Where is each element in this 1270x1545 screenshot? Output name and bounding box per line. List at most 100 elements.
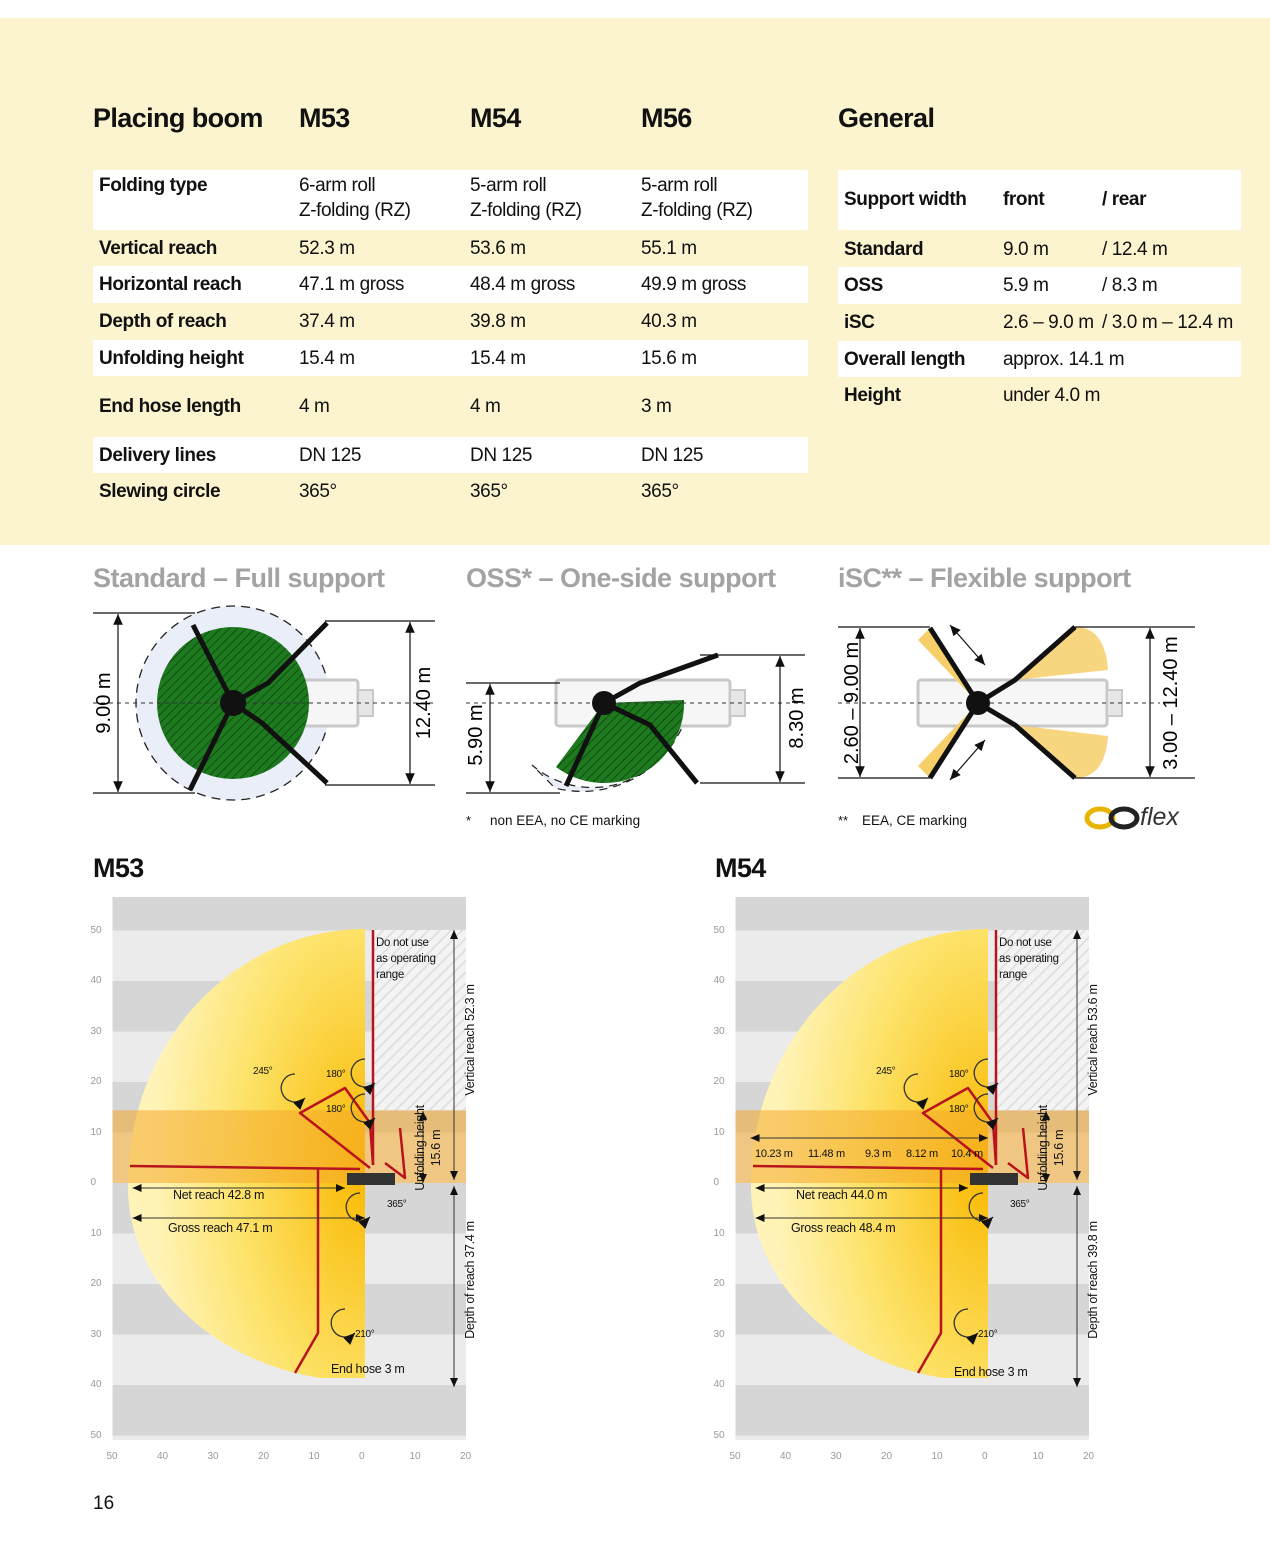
x-tick-label: 10 <box>931 1451 943 1462</box>
cell-value: 4 m <box>299 396 330 417</box>
cell-value: 365° <box>470 480 508 502</box>
net-reach-label: Net reach 42.8 m <box>173 1188 265 1202</box>
x-tick-label: 40 <box>780 1451 792 1462</box>
row-label: Standard <box>844 238 924 260</box>
x-tick-label: 10 <box>409 1451 421 1462</box>
boom <box>752 1164 984 1171</box>
band <box>735 897 1089 931</box>
cell-value: 2.6 – 9.0 m <box>1003 312 1094 333</box>
boom <box>298 1086 375 1169</box>
row-label: OSS <box>844 275 883 296</box>
working-area <box>556 700 685 784</box>
outrigger <box>927 626 981 705</box>
cell-value: 5-arm roll Z-folding (RZ) <box>470 175 582 221</box>
vertical-reach-label: Vertical reach 52.3 m <box>463 984 477 1096</box>
cell-value: 3 m <box>641 396 672 417</box>
footnote-mark: * <box>466 813 472 828</box>
table-row <box>838 170 1241 230</box>
fan-area <box>1015 725 1108 778</box>
row-label: Folding type <box>99 175 208 196</box>
table-row <box>93 170 808 230</box>
net-reach-label: Net reach 44.0 m <box>796 1188 888 1202</box>
cell-value: / 12.4 m <box>1102 238 1168 260</box>
y-tick-label: 30 <box>90 1328 102 1340</box>
angle-label: 180° <box>326 1104 346 1115</box>
x-tick-label: 20 <box>460 1451 472 1462</box>
cell-value: 15.4 m <box>470 347 526 369</box>
x-tick-label: 30 <box>207 1451 219 1462</box>
outrigger <box>190 623 236 705</box>
band <box>735 1385 1089 1436</box>
fan-area <box>918 628 978 703</box>
turret <box>220 690 246 716</box>
warning-label: Do not use as operating range <box>999 937 1059 981</box>
unfolding-height-label: Unfolding height 15.6 m <box>1036 1105 1066 1191</box>
cell-value: DN 125 <box>470 444 533 466</box>
dimension-label: 12.40 m <box>413 667 435 739</box>
cell-value: 15.6 m <box>641 347 697 369</box>
boom <box>916 1168 943 1374</box>
y-tick-label: 20 <box>713 1278 725 1289</box>
segment-label: 8.12 m <box>906 1148 938 1160</box>
dimension-label: 3.00 – 12.40 m <box>1160 636 1182 769</box>
col-header: M53 <box>299 103 350 133</box>
row-label: Unfolding height <box>99 347 244 369</box>
rotation-arrow <box>973 1093 999 1130</box>
cell-value: 48.4 m gross <box>470 274 576 295</box>
support-title: OSS* – One-side support <box>466 563 776 593</box>
unfolding-band <box>735 1110 1089 1183</box>
chart-title: M54 <box>715 853 766 883</box>
x-tick-label: 0 <box>359 1451 365 1462</box>
cell-value: 37.4 m <box>299 311 355 332</box>
x-tick-label: 20 <box>258 1451 270 1462</box>
y-tick-label: 20 <box>713 1076 725 1087</box>
footnote: non EEA, no CE marking <box>490 813 641 828</box>
row-label: Overall length <box>844 348 966 370</box>
boom <box>921 1086 998 1169</box>
y-tick-label: 10 <box>90 1227 102 1239</box>
chart-title: M53 <box>93 853 144 883</box>
flex-logo <box>1108 806 1140 830</box>
move-arrow <box>949 624 986 666</box>
angle-label: 180° <box>949 1104 969 1115</box>
rotation-arrow <box>345 1192 371 1229</box>
cell-value: under 4.0 m <box>1003 384 1100 406</box>
row-label: End hose length <box>99 396 241 417</box>
cell-value: 365° <box>641 480 679 502</box>
band <box>112 897 466 931</box>
y-tick-label: 0 <box>713 1177 720 1188</box>
cell-value: 40.3 m <box>641 311 697 332</box>
angle-label: 365° <box>1010 1199 1030 1210</box>
rotation-arrow <box>350 1058 376 1095</box>
turret <box>966 691 990 715</box>
end-hose-label: End hose 3 m <box>954 1365 1028 1379</box>
y-tick-label: 10 <box>713 1227 725 1239</box>
y-tick-label: 30 <box>713 1025 725 1037</box>
boom <box>293 1168 320 1374</box>
cell-value: 53.6 m <box>470 237 526 259</box>
angle-label: 245° <box>876 1066 896 1077</box>
outrigger <box>602 652 719 706</box>
table-row <box>93 340 808 376</box>
truck <box>347 1173 395 1185</box>
row-label: Depth of reach <box>99 311 227 332</box>
y-tick-label: 30 <box>713 1328 725 1340</box>
row-label: Slewing circle <box>99 480 221 502</box>
x-tick-label: 40 <box>157 1451 169 1462</box>
depth-of-reach-label: Depth of reach 39.8 m <box>1086 1221 1100 1339</box>
row-label: iSC <box>844 312 875 333</box>
dimension-label: 8.30 m <box>786 687 808 748</box>
outrigger <box>187 701 236 792</box>
col-header: M54 <box>470 103 521 133</box>
cell-value: 47.1 m gross <box>299 274 405 295</box>
col-header: front <box>1003 189 1045 210</box>
col-header: / rear <box>1102 189 1147 210</box>
fan-area <box>918 703 978 778</box>
rotation-arrow <box>350 1093 376 1130</box>
y-tick-label: 0 <box>90 1177 97 1188</box>
y-tick-label: 20 <box>90 1076 102 1087</box>
unfolding-band <box>112 1110 466 1183</box>
y-tick-label: 40 <box>90 1379 102 1390</box>
y-tick-label: 30 <box>90 1025 102 1037</box>
